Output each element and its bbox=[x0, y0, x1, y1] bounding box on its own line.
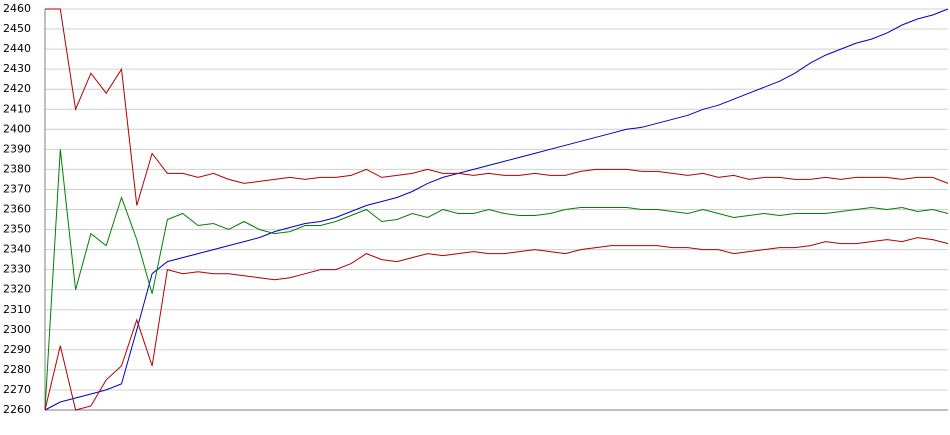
y-tick-label: 2320 bbox=[3, 283, 31, 296]
y-tick-label: 2280 bbox=[3, 363, 31, 376]
y-tick-label: 2310 bbox=[3, 303, 31, 316]
series-line bbox=[44, 8, 949, 411]
y-tick-label: 2360 bbox=[3, 203, 31, 216]
y-tick-label: 2260 bbox=[3, 403, 31, 416]
y-tick-label: 2340 bbox=[3, 243, 31, 256]
y-tick-label: 2380 bbox=[3, 162, 31, 175]
y-tick-label: 2350 bbox=[3, 223, 31, 236]
y-tick-label: 2450 bbox=[3, 22, 31, 35]
y-tick-label: 2400 bbox=[3, 122, 31, 135]
y-tick-label: 2460 bbox=[3, 2, 31, 15]
series-line bbox=[44, 149, 949, 411]
y-tick-label: 2290 bbox=[3, 343, 31, 356]
series-line bbox=[44, 237, 949, 411]
series-line bbox=[45, 8, 949, 206]
y-tick-label: 2390 bbox=[3, 142, 31, 155]
y-tick-label: 2410 bbox=[3, 102, 31, 115]
y-tick-label: 2420 bbox=[3, 82, 31, 95]
y-tick-label: 2370 bbox=[3, 182, 31, 195]
y-tick-label: 2440 bbox=[3, 42, 31, 55]
y-tick-label: 2330 bbox=[3, 263, 31, 276]
y-tick-label: 2300 bbox=[3, 323, 31, 336]
y-tick-label: 2270 bbox=[3, 383, 31, 396]
y-tick-label: 2430 bbox=[3, 62, 31, 75]
